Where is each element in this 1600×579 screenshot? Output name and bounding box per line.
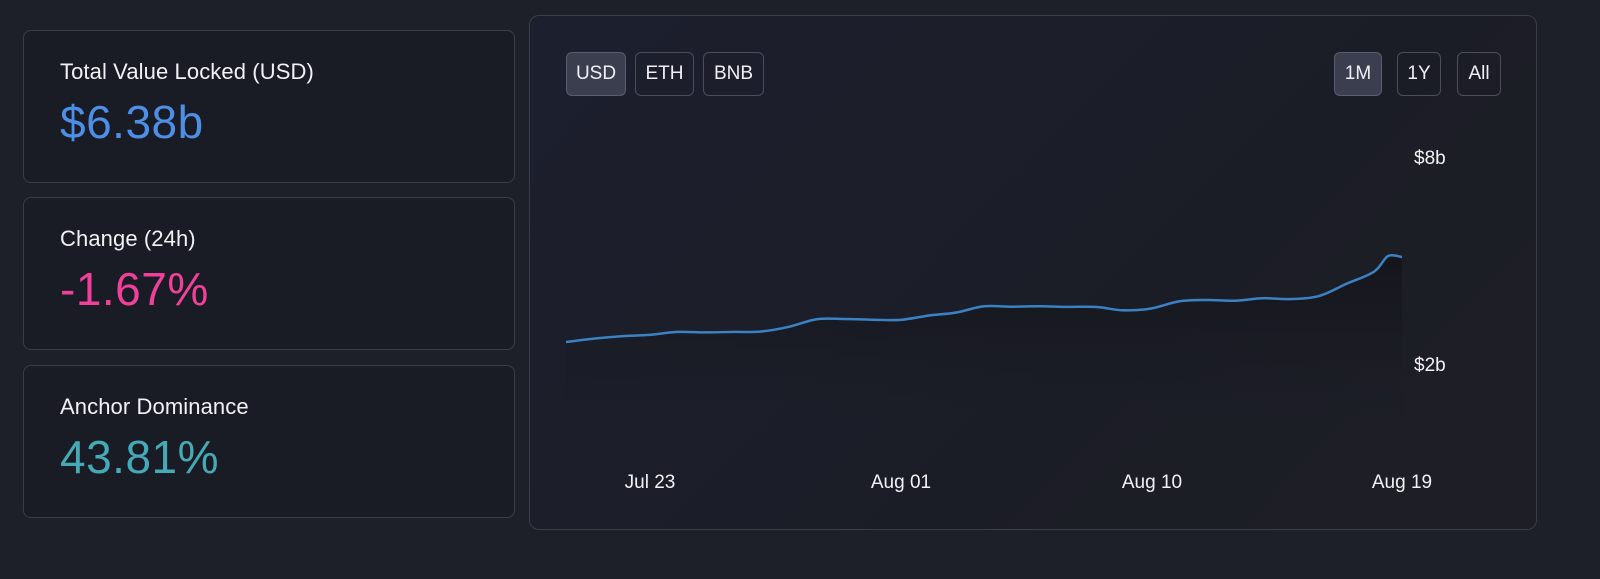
tvl-chart-panel: USD ETH BNB 1M 1Y All $8b $2b Jul 23 Aug 0… bbox=[529, 15, 1537, 530]
y-tick-label: $8b bbox=[1414, 148, 1446, 169]
dominance-value: 43.81% bbox=[60, 431, 220, 483]
tvl-card: Total Value Locked (USD) $6.38b bbox=[23, 30, 515, 183]
tvl-series-line bbox=[565, 253, 1403, 344]
dominance-label: Anchor Dominance bbox=[60, 394, 249, 419]
range-tab-all[interactable]: All bbox=[1457, 52, 1501, 96]
tvl-chart: $8b $2b Jul 23 Aug 01 Aug 10 Aug 19 bbox=[565, 148, 1446, 493]
x-tick-label: Jul 23 bbox=[625, 472, 676, 493]
currency-tab-bnb[interactable]: BNB bbox=[703, 52, 764, 96]
change-label: Change (24h) bbox=[60, 226, 196, 251]
change-card: Change (24h) -1.67% bbox=[23, 197, 515, 350]
y-tick-label: $2b bbox=[1414, 355, 1446, 376]
tvl-label: Total Value Locked (USD) bbox=[60, 59, 314, 84]
currency-tab-eth[interactable]: ETH bbox=[635, 52, 694, 96]
x-tick-label: Aug 19 bbox=[1372, 472, 1432, 493]
currency-tab-usd[interactable]: USD bbox=[566, 52, 626, 96]
change-value: -1.67% bbox=[60, 263, 209, 315]
range-tab-1y[interactable]: 1Y bbox=[1397, 52, 1441, 96]
tvl-area-fill bbox=[566, 255, 1402, 416]
x-tick-label: Aug 01 bbox=[871, 472, 931, 493]
dominance-card: Anchor Dominance 43.81% bbox=[23, 365, 515, 518]
tvl-value: $6.38b bbox=[60, 96, 204, 148]
x-tick-label: Aug 10 bbox=[1122, 472, 1182, 493]
range-tab-1m[interactable]: 1M bbox=[1334, 52, 1382, 96]
